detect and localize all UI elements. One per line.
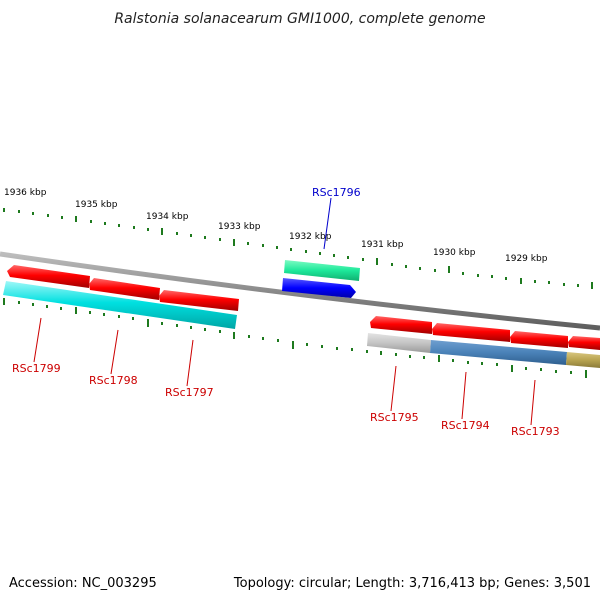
leader-rsc1794 [461,371,467,420]
gene-label-rsc1795[interactable]: RSc1795 [370,411,419,424]
kbp-label: 1932 kbp [289,232,332,242]
feature-bar-olive[interactable] [566,352,600,368]
genome-backbone [0,251,600,331]
kbp-label: 1933 kbp [218,222,261,232]
gene-label-rsc1798[interactable]: RSc1798 [89,374,138,387]
leader-rsc1793 [530,379,536,426]
gene-arrow-rsc1797[interactable] [159,290,239,311]
genome-summary-text: Topology: circular; Length: 3,716,413 bp… [233,576,591,591]
inner-tick-ruler [3,298,587,378]
gene-arrow-rsc1799[interactable] [7,265,90,288]
leader-rsc1795 [390,365,397,412]
accession-text: Accession: NC_003295 [9,576,157,591]
gene-label-rsc1796[interactable]: RSc1796 [312,186,361,199]
gene-label-rsc1794[interactable]: RSc1794 [441,419,490,432]
kbp-label: 1935 kbp [75,200,118,210]
gene-arrow-edge[interactable] [568,336,600,350]
kbp-label: 1929 kbp [505,254,548,264]
gene-arrow-rsc1798[interactable] [89,278,160,300]
reverse-strand-track [3,278,600,368]
kbp-label: 1936 kbp [4,188,47,198]
gene-bar-rsc1796-forward[interactable] [284,260,360,281]
kbp-labels: 1936 kbp 1935 kbp 1934 kbp 1933 kbp 1932… [4,188,548,264]
outer-tick-ruler [3,208,593,289]
leader-rsc1798 [110,329,119,375]
feature-bar-steel[interactable] [430,340,567,365]
gene-leaders [33,197,536,426]
leader-rsc1799 [33,317,42,363]
gene-label-rsc1799[interactable]: RSc1799 [12,362,61,375]
kbp-label: 1930 kbp [433,248,476,258]
gene-arrow-rsc1794[interactable] [432,323,510,342]
gene-label-rsc1797[interactable]: RSc1797 [165,386,214,399]
leader-rsc1797 [186,339,194,387]
gene-label-rsc1793[interactable]: RSc1793 [511,425,560,438]
gene-arrow-rsc1795[interactable] [370,316,432,334]
kbp-label: 1931 kbp [361,240,404,250]
forward-strand-track [7,260,600,350]
map-title: Ralstonia solanacearum GMI1000, complete… [114,11,485,27]
feature-bar-gray[interactable] [367,333,431,353]
leader-rsc1796 [323,197,332,250]
gene-labels: RSc1799 RSc1798 RSc1797 RSc1796 RSc1795 … [12,186,560,438]
gene-arrow-rsc1793[interactable] [510,331,568,348]
feature-bar-cyan[interactable] [3,281,237,329]
gene-arrow-rsc1796[interactable] [282,278,356,298]
kbp-label: 1934 kbp [146,212,189,222]
